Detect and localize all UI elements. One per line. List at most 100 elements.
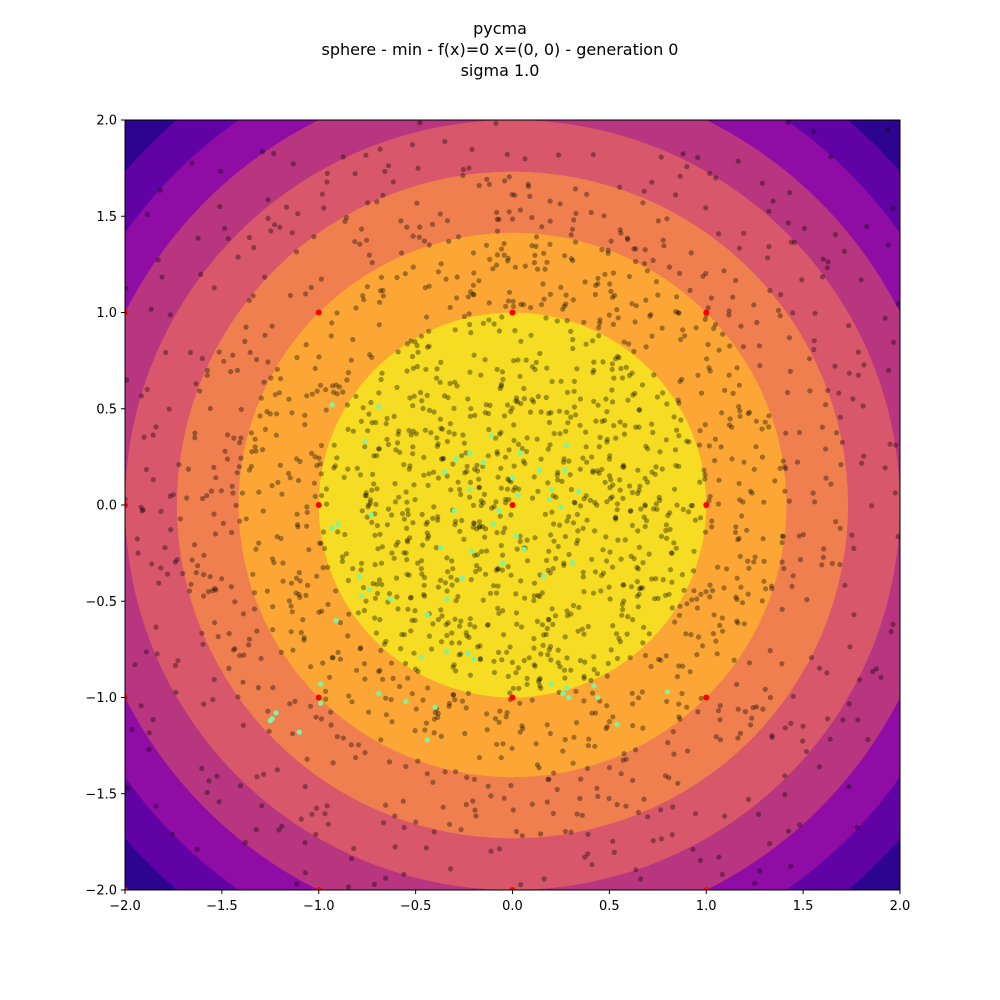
sample-point [185,466,191,472]
sample-point [149,561,155,567]
sample-point [467,621,473,628]
highlighted-point [513,533,519,539]
sample-point [470,291,476,297]
sample-point [242,839,248,846]
sample-point [313,831,319,838]
sample-point [638,876,644,882]
sample-point [658,533,665,540]
sample-point [770,198,776,204]
sample-point [626,372,633,379]
sample-point [304,756,310,762]
sample-point [426,533,432,539]
sample-point [646,551,652,557]
sample-point [637,586,643,592]
sample-point [454,274,460,280]
sample-point [520,458,527,464]
sample-point [496,846,503,852]
sample-point [246,642,252,648]
sample-point [591,398,597,404]
sample-point [395,349,401,355]
sample-point [858,277,864,283]
sample-point [608,477,614,483]
sample-point [752,880,758,886]
sample-point [579,626,585,632]
sample-point [316,455,322,461]
sample-point [350,428,356,434]
sample-point [710,631,717,637]
sample-point [658,154,664,160]
sample-point [404,499,410,505]
sample-point [570,602,577,609]
sample-point [670,729,676,735]
sample-point [242,338,248,344]
sample-point [256,540,262,546]
sample-point [669,579,675,585]
sample-point [275,479,281,485]
sample-point [376,446,382,452]
highlighted-point [564,442,570,448]
sample-point [658,807,664,813]
sample-point [769,586,775,592]
sample-point [519,624,525,630]
sample-point [463,450,469,456]
sample-point [320,660,326,666]
sample-point [354,465,360,471]
sample-point [235,254,241,260]
sample-point [797,557,804,563]
sample-point [521,302,527,308]
sample-point [615,353,621,360]
sample-point [502,454,509,460]
sample-point [667,510,673,516]
sample-point [276,390,282,396]
sample-point [343,215,350,221]
sample-point [467,369,473,375]
sample-point [568,328,574,334]
highlighted-point [564,685,570,691]
sample-point [613,631,620,637]
sample-point [633,867,639,873]
sample-point [550,621,556,628]
sample-point [685,509,692,515]
sample-point [559,478,565,484]
sample-point [132,662,138,668]
highlighted-point [356,573,363,579]
sample-point [621,431,628,437]
sample-point [364,284,370,290]
sample-point [380,293,386,299]
sample-point [350,566,356,572]
sample-point [687,287,693,293]
sample-point [640,725,646,731]
sample-point [760,536,766,542]
sample-point [498,383,504,389]
sample-point [535,266,541,272]
sample-point [657,449,663,455]
sample-point [232,599,238,605]
sample-point [672,192,679,198]
sample-point [612,356,619,362]
sample-point [512,192,518,198]
sample-point [663,527,669,534]
sample-point [531,593,537,599]
sample-point [505,564,511,570]
sample-point [415,349,421,355]
highlighted-point [403,698,409,704]
sample-point [426,328,432,334]
sample-point [262,332,268,338]
sample-point [614,307,620,313]
sample-point [474,468,481,474]
sample-point [666,264,673,270]
sample-point [537,676,543,682]
sample-point [297,458,303,465]
sample-point [528,332,534,338]
sample-point [424,344,431,350]
highlighted-point [329,402,335,408]
sample-point [736,404,742,410]
sample-point [477,656,483,663]
sample-point [619,612,625,618]
sample-point [415,165,421,171]
sample-point [666,775,672,781]
sample-point [402,660,409,667]
sample-point [761,578,767,584]
sample-point [424,519,430,525]
sample-point [660,577,666,583]
